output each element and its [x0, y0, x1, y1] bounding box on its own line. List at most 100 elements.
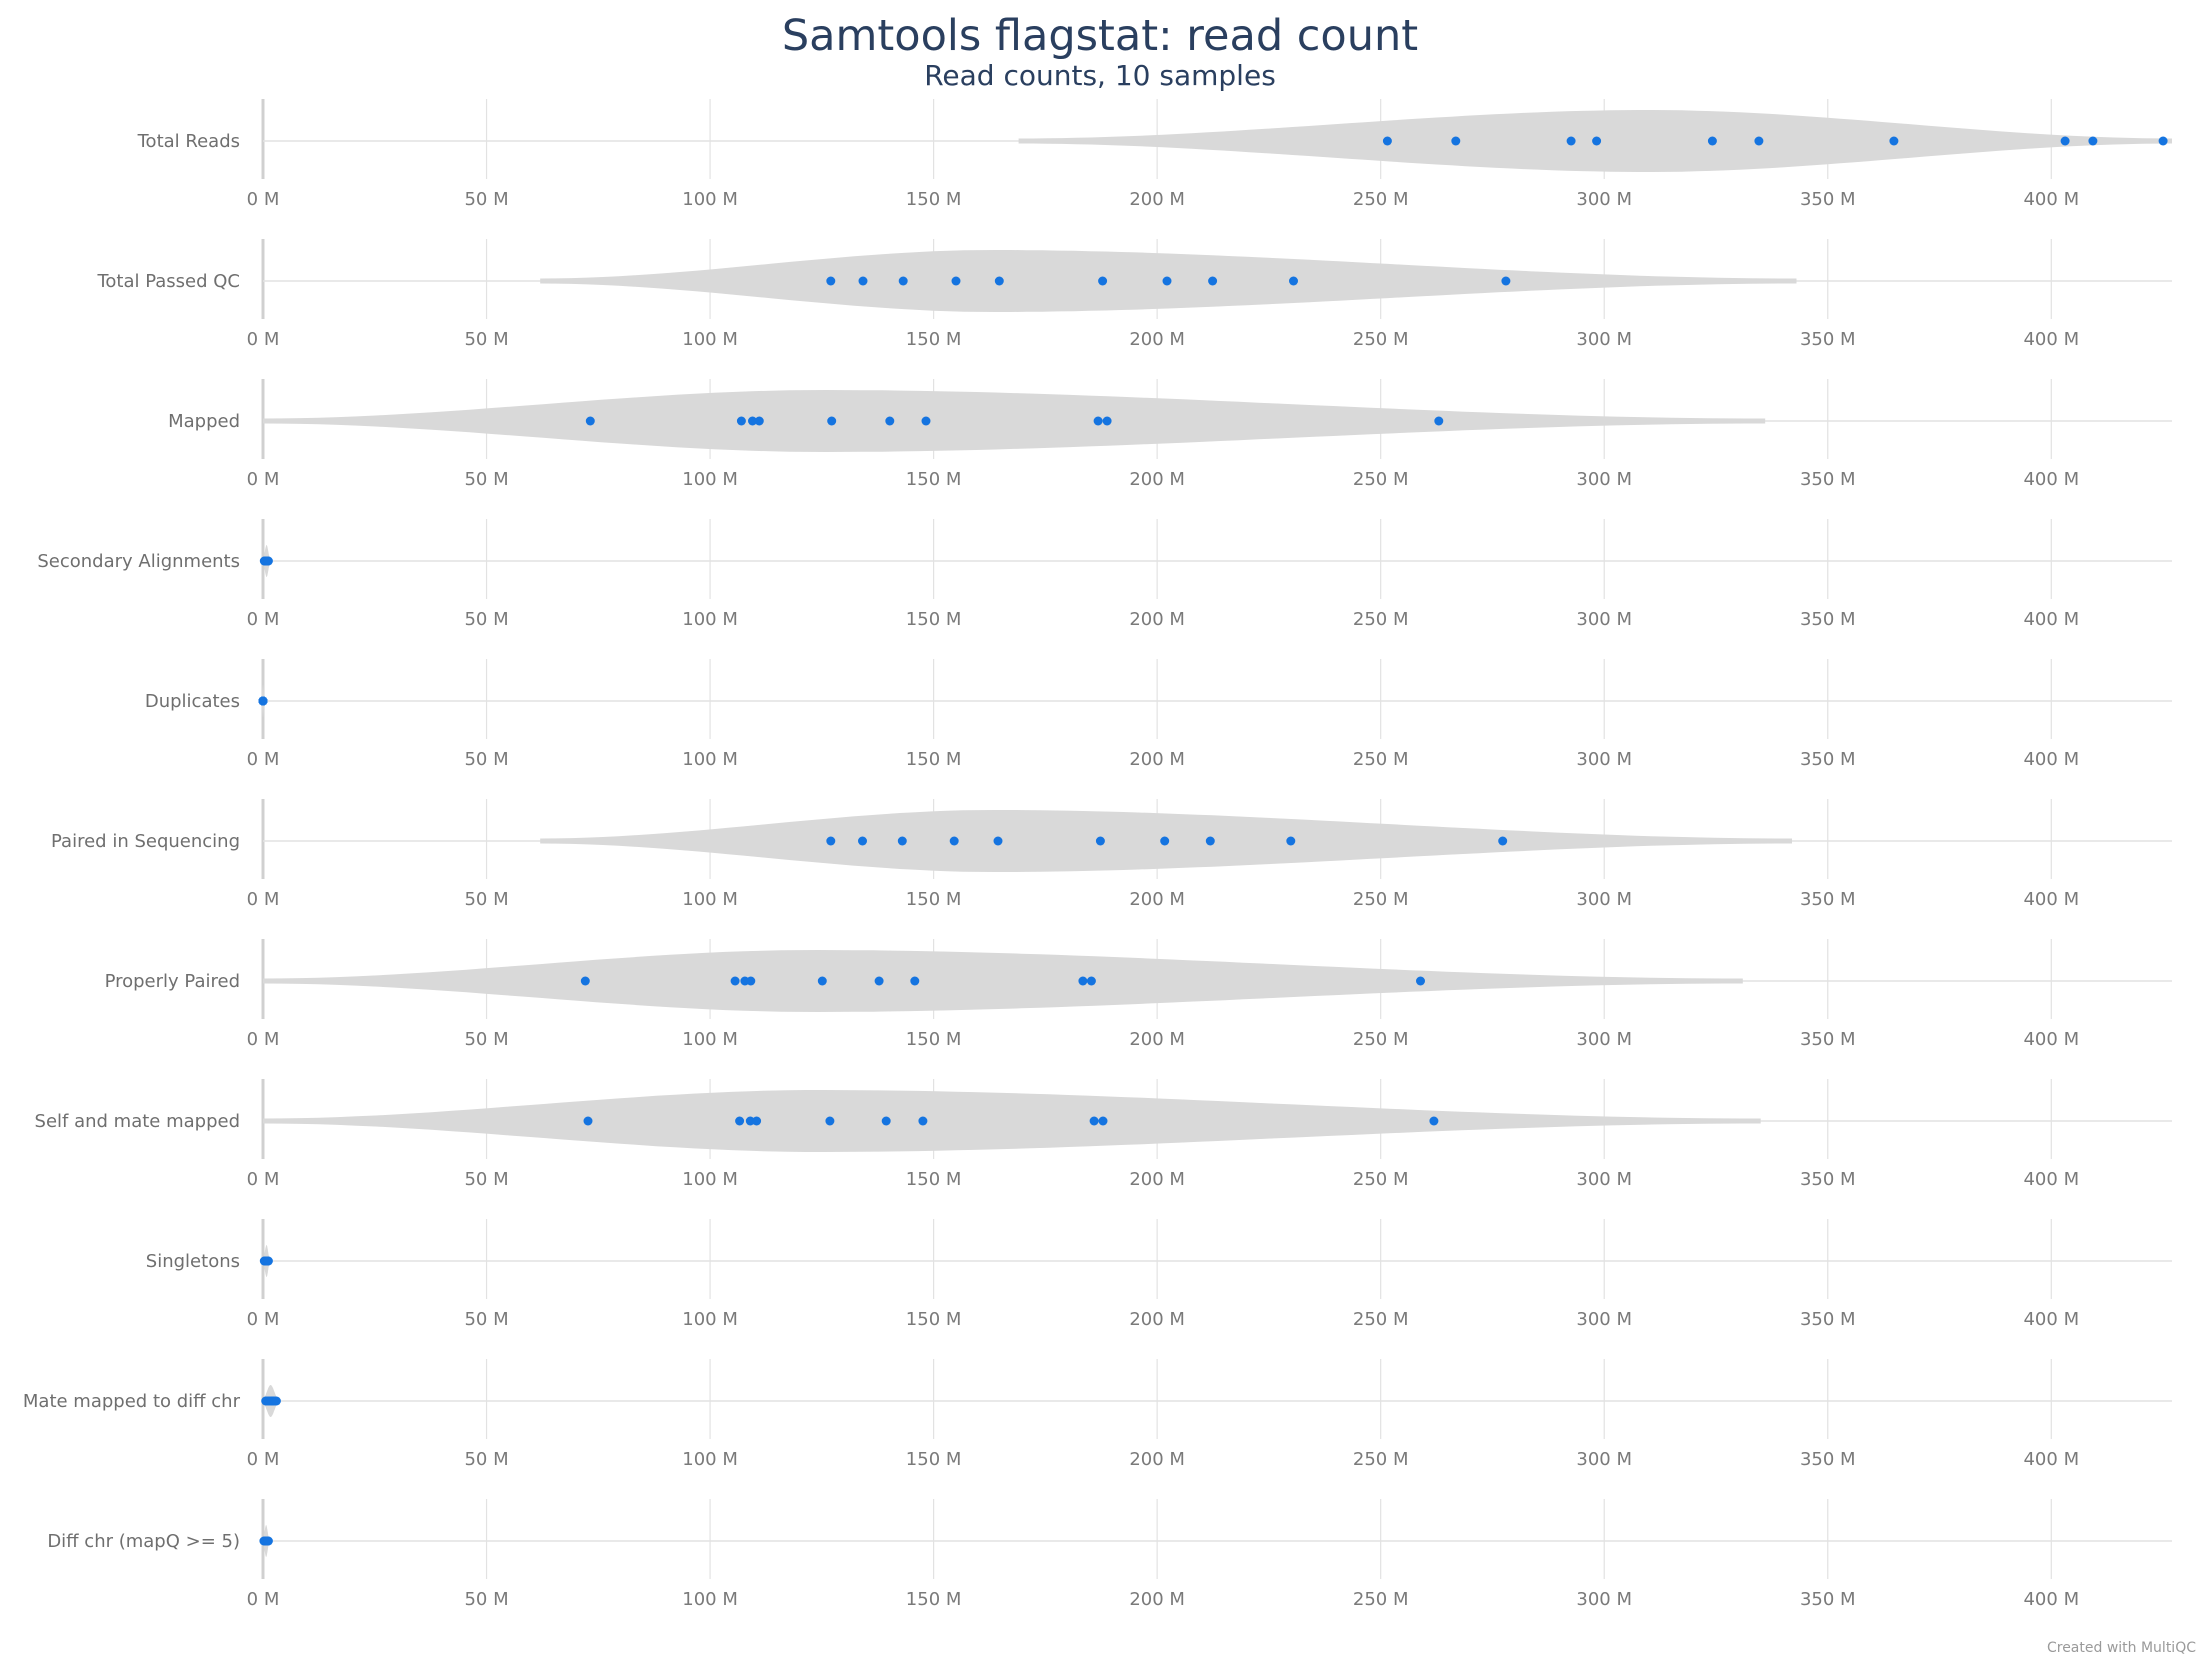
- data-point: [826, 276, 836, 286]
- x-tick-label: 350 M: [1800, 1029, 1856, 1050]
- x-tick-label: 50 M: [464, 609, 508, 630]
- x-tick-label: 50 M: [464, 1309, 508, 1330]
- x-tick-label: 200 M: [1129, 1169, 1185, 1190]
- x-tick-label: 300 M: [1576, 1449, 1632, 1470]
- data-point: [1086, 976, 1096, 986]
- row-label: Mate mapped to diff chr: [23, 1391, 241, 1412]
- violin-shape: [263, 950, 1743, 1012]
- data-point: [1095, 836, 1105, 846]
- data-point: [885, 416, 895, 426]
- data-point: [1093, 416, 1103, 426]
- data-point: [949, 836, 959, 846]
- data-point: [858, 836, 867, 846]
- x-tick-label: 400 M: [2023, 889, 2079, 910]
- x-tick-label: 400 M: [2023, 1029, 2079, 1050]
- x-tick-label: 100 M: [682, 469, 738, 490]
- x-tick-label: 200 M: [1129, 749, 1185, 770]
- data-point: [2060, 136, 2070, 146]
- x-tick-label: 0 M: [247, 1029, 280, 1050]
- x-tick-label: 150 M: [906, 609, 962, 630]
- data-point: [754, 416, 764, 426]
- x-tick-label: 150 M: [906, 749, 962, 770]
- x-tick-label: 50 M: [464, 1029, 508, 1050]
- data-point: [2088, 136, 2098, 146]
- x-tick-label: 0 M: [247, 469, 280, 490]
- x-tick-label: 0 M: [247, 189, 280, 210]
- metric-row: Properly Paired 0 M 50 M 100 M 150 M 200 M 250…: [105, 939, 2172, 1050]
- violin-shape: [263, 1090, 1761, 1152]
- row-label: Paired in Sequencing: [51, 831, 240, 852]
- data-point: [1498, 836, 1508, 846]
- data-point: [585, 416, 595, 426]
- x-tick-label: 350 M: [1800, 609, 1856, 630]
- x-tick-label: 150 M: [906, 1589, 962, 1610]
- x-tick-label: 250 M: [1353, 1169, 1409, 1190]
- data-point: [1089, 1116, 1099, 1126]
- data-point: [1382, 136, 1392, 146]
- row-label: Self and mate mapped: [35, 1111, 240, 1132]
- data-point: [263, 1256, 273, 1266]
- x-tick-label: 400 M: [2023, 1169, 2079, 1190]
- x-tick-label: 50 M: [464, 749, 508, 770]
- data-point: [730, 976, 740, 986]
- data-point: [1160, 836, 1170, 846]
- data-point: [910, 976, 920, 986]
- x-tick-label: 300 M: [1576, 1309, 1632, 1330]
- data-point: [1289, 276, 1298, 286]
- x-tick-label: 100 M: [682, 329, 738, 350]
- metric-row: Mate mapped to diff chr 0 M 50 M 100 M 150 M…: [23, 1359, 2172, 1470]
- data-point: [1208, 276, 1218, 286]
- x-tick-label: 400 M: [2023, 189, 2079, 210]
- data-point: [1098, 1116, 1108, 1126]
- x-tick-label: 50 M: [464, 469, 508, 490]
- x-tick-label: 150 M: [906, 1449, 962, 1470]
- x-tick-label: 50 M: [464, 1169, 508, 1190]
- data-point: [858, 276, 868, 286]
- row-label: Diff chr (mapQ >= 5): [47, 1531, 240, 1552]
- data-point: [1078, 976, 1088, 986]
- data-point: [1501, 276, 1511, 286]
- x-tick-label: 400 M: [2023, 1589, 2079, 1610]
- chart-subtitle: Read counts, 10 samples: [924, 59, 1276, 92]
- data-point: [258, 696, 268, 706]
- x-tick-label: 100 M: [682, 1589, 738, 1610]
- x-tick-label: 300 M: [1576, 609, 1632, 630]
- x-tick-label: 300 M: [1576, 1169, 1632, 1190]
- x-tick-label: 250 M: [1353, 469, 1409, 490]
- x-tick-label: 50 M: [464, 189, 508, 210]
- data-point: [1566, 136, 1576, 146]
- x-tick-label: 200 M: [1129, 1589, 1185, 1610]
- data-point: [827, 416, 837, 426]
- data-point: [1286, 836, 1296, 846]
- x-tick-label: 100 M: [682, 889, 738, 910]
- data-point: [951, 276, 961, 286]
- row-label: Mapped: [168, 411, 240, 432]
- row-label: Total Passed QC: [96, 271, 240, 292]
- row-label: Total Reads: [137, 131, 240, 152]
- data-point: [1451, 136, 1461, 146]
- metric-row: Duplicates 0 M 50 M 100 M 150 M 200 M 250 M 300…: [145, 659, 2172, 770]
- credit-text: Created with MultiQC: [2047, 1640, 2196, 1656]
- x-tick-label: 300 M: [1576, 889, 1632, 910]
- x-tick-label: 350 M: [1800, 1309, 1856, 1330]
- x-tick-label: 300 M: [1576, 749, 1632, 770]
- data-point: [583, 1116, 593, 1126]
- metric-row: Secondary Alignments 0 M 50 M 100 M 150 M 200…: [37, 519, 2172, 630]
- data-point: [271, 1396, 281, 1406]
- x-tick-label: 400 M: [2023, 469, 2079, 490]
- data-point: [817, 976, 827, 986]
- data-point: [1098, 276, 1108, 286]
- data-point: [736, 416, 746, 426]
- data-point: [1162, 276, 1172, 286]
- x-tick-label: 350 M: [1800, 749, 1856, 770]
- x-tick-label: 50 M: [464, 329, 508, 350]
- data-point: [921, 416, 931, 426]
- x-tick-label: 200 M: [1129, 889, 1185, 910]
- x-tick-label: 350 M: [1800, 889, 1856, 910]
- x-tick-label: 0 M: [247, 329, 280, 350]
- x-tick-label: 0 M: [247, 889, 280, 910]
- x-tick-label: 100 M: [682, 1029, 738, 1050]
- row-label: Properly Paired: [105, 971, 240, 992]
- x-tick-label: 250 M: [1353, 609, 1409, 630]
- x-tick-label: 200 M: [1129, 189, 1185, 210]
